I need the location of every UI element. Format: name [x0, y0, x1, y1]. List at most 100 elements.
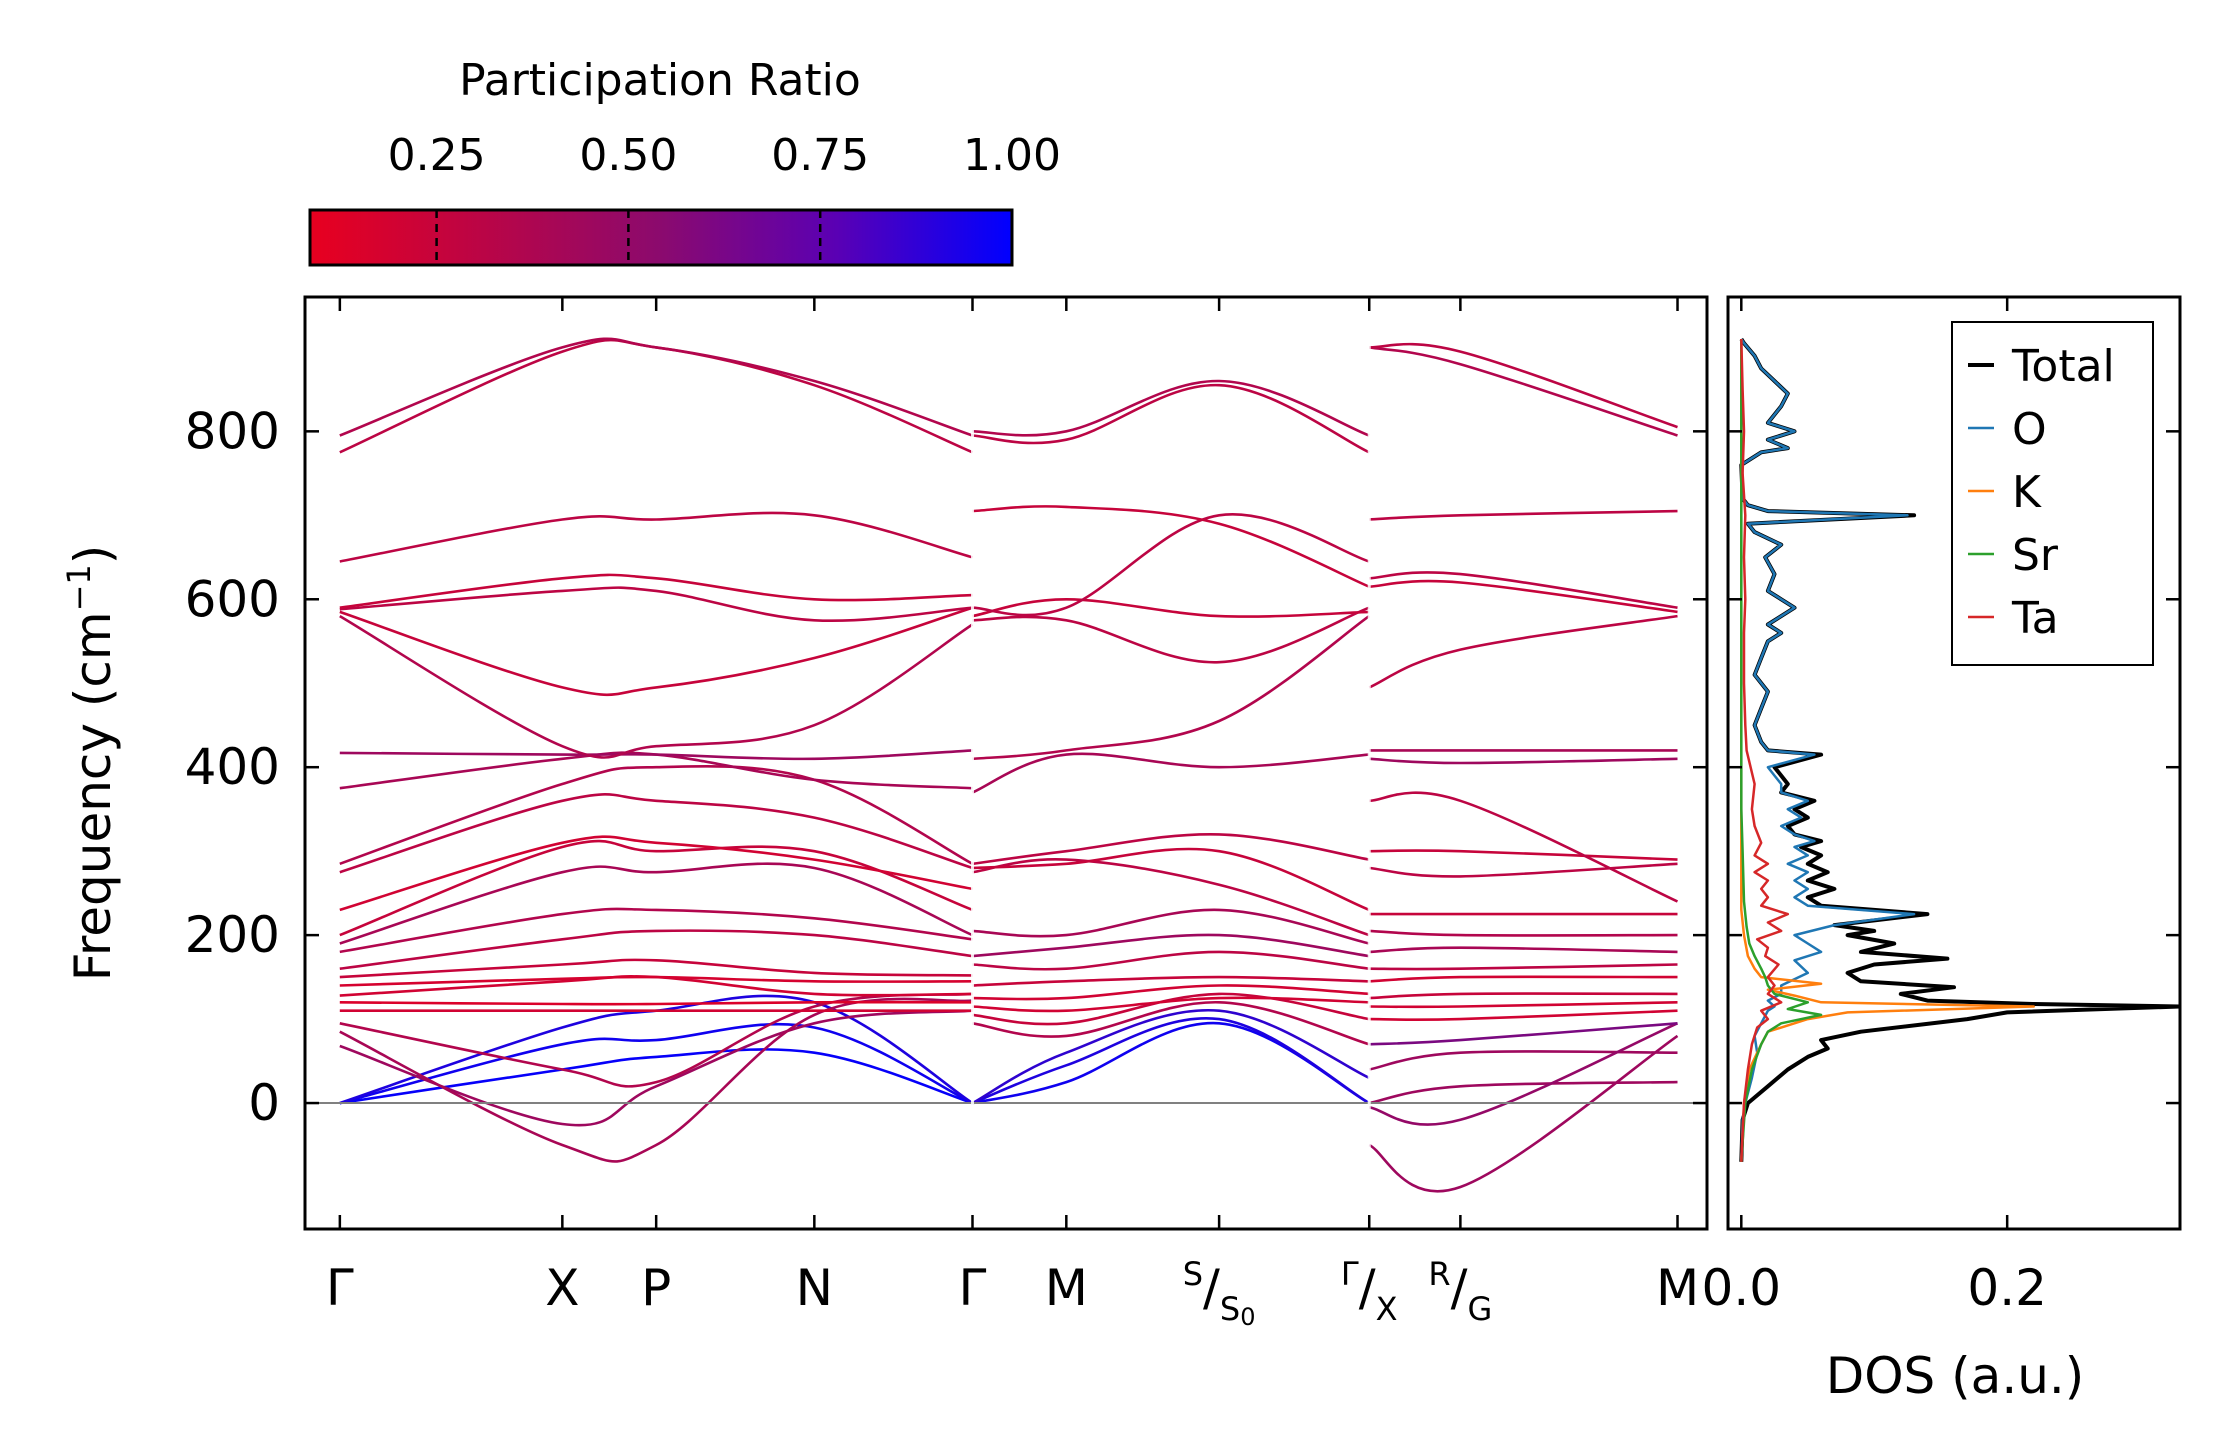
band-line — [339, 958, 973, 979]
kpoint-label: X — [545, 1259, 579, 1317]
dos-x-tick-label: 0.0 — [1702, 1259, 1782, 1317]
kpoint-label: R/G — [1428, 1255, 1492, 1328]
band-line — [972, 847, 1370, 912]
band-line — [1369, 342, 1678, 429]
dos-x-tick-label: 0.2 — [1967, 1259, 2047, 1317]
segment-gap — [1367, 299, 1371, 1227]
y-axis-label: Frequency (cm−1) — [60, 545, 122, 982]
band-line — [339, 839, 973, 937]
band-x-ticks: Γ X P N Γ M S/S0Γ/XR/G M — [326, 297, 1699, 1331]
band-lines — [339, 337, 1679, 1193]
band-line — [1369, 1001, 1678, 1009]
segment-gap — [970, 299, 974, 1227]
kpoint-label: M — [1656, 1259, 1699, 1317]
legend-label: Sr — [2012, 530, 2059, 581]
band-line — [1369, 862, 1678, 878]
dos-plot: 0.0 0.2 DOS (a.u.) Total OK Sr Ta — [1702, 295, 2182, 1405]
band-line — [972, 379, 1370, 437]
band-line — [339, 586, 973, 623]
band-line — [972, 1000, 1370, 1046]
band-line — [972, 505, 1370, 588]
kpoint-label: N — [796, 1259, 833, 1317]
band-line — [972, 950, 1370, 971]
band-line — [1369, 1022, 1678, 1046]
band-line — [339, 929, 973, 970]
band-line — [1368, 1050, 1678, 1071]
band-line — [972, 996, 1370, 1013]
colorbar-ticks: 0.25 0.50 0.75 1.00 — [388, 130, 1061, 265]
band-line — [972, 858, 1370, 937]
kpoint-label: Γ — [959, 1259, 987, 1317]
y-tick-label: 600 — [185, 570, 280, 628]
band-line — [972, 908, 1370, 945]
band-line — [1369, 571, 1678, 609]
band-line — [1368, 614, 1678, 689]
band-line — [1368, 1080, 1678, 1105]
band-line — [972, 606, 1370, 664]
band-line — [972, 383, 1370, 454]
kpoint-label: Γ — [326, 1259, 354, 1317]
band-line — [339, 749, 973, 761]
dos-lines — [1739, 337, 2180, 1162]
band-line — [339, 337, 973, 437]
kpoint-label: P — [641, 1259, 671, 1317]
band-line — [339, 975, 973, 987]
band-line — [1369, 791, 1679, 903]
band-line — [339, 751, 973, 790]
band-line — [339, 1009, 973, 1127]
kpoint-label: M — [1045, 1259, 1088, 1317]
band-line — [339, 835, 973, 912]
band-line — [339, 992, 973, 1088]
band-line — [972, 833, 1370, 866]
band-line — [1369, 579, 1678, 614]
band-line — [971, 1008, 1370, 1105]
band-line — [339, 606, 973, 697]
y-tick-label: 200 — [185, 906, 280, 964]
legend: Total OK Sr Ta — [1951, 321, 2154, 666]
band-line — [972, 598, 1370, 618]
band-axes-frame — [303, 295, 1709, 1231]
y-tick-label: 0 — [248, 1074, 280, 1132]
band-line — [339, 1022, 974, 1105]
colorbar-tick-label: 0.25 — [388, 130, 486, 181]
legend-label: O — [2012, 404, 2047, 455]
segment-gaps — [970, 299, 1371, 1227]
legend-label: Total — [2011, 341, 2115, 392]
band-line — [339, 997, 973, 1163]
dos-x-ticks: 0.0 0.2 — [1702, 297, 2047, 1317]
band-line — [339, 614, 974, 759]
band-y-ticks: 0 200 400 600 800 — [185, 402, 1707, 1132]
y-tick-label: 400 — [185, 738, 280, 796]
band-line — [972, 615, 1370, 761]
band-line — [972, 984, 1370, 1001]
band-line — [1369, 849, 1678, 861]
band-line — [1369, 992, 1678, 1000]
colorbar-tick-label: 1.00 — [963, 130, 1061, 181]
band-line — [972, 752, 1370, 794]
band-line — [339, 764, 974, 866]
band-line — [339, 975, 973, 997]
band-line — [339, 511, 973, 563]
dos-series-ta — [1740, 338, 1790, 1162]
band-line — [339, 907, 973, 954]
band-line — [339, 862, 974, 945]
band-line — [1368, 346, 1678, 437]
band-line — [1369, 1009, 1678, 1022]
dos-x-axis-label: DOS (a.u.) — [1826, 1347, 2085, 1405]
band-line — [1369, 929, 1678, 937]
colorbar-gradient — [308, 208, 1014, 267]
band-line — [972, 933, 1370, 958]
dos-axes-frame — [1726, 295, 2182, 1231]
band-line — [1369, 509, 1678, 521]
band-line — [1369, 946, 1678, 954]
band-line — [1368, 1034, 1679, 1193]
band-line — [1368, 1022, 1679, 1126]
dos-y-ticks — [1728, 430, 2180, 1105]
colorbar-title: Participation Ratio — [459, 55, 861, 106]
band-line — [972, 1016, 1370, 1105]
band-line — [339, 1048, 973, 1105]
band-line — [339, 1000, 973, 1006]
legend-label: Ta — [2011, 593, 2059, 644]
colorbar: Participation Ratio 0.25 0.50 0.75 1.00 — [308, 55, 1061, 267]
